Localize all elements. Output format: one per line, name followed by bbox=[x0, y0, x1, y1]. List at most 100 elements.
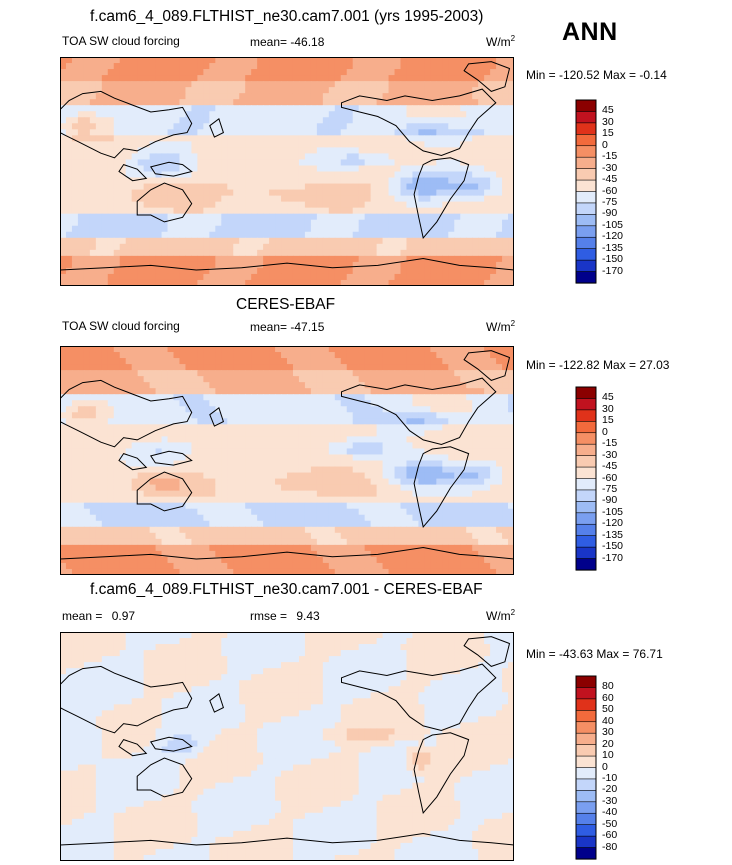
panel1-map-cell bbox=[107, 201, 115, 209]
panel1-map-cell bbox=[101, 243, 109, 251]
panel2-map-cell bbox=[376, 418, 384, 425]
panel1-map-cell bbox=[185, 219, 193, 227]
panel2-map-cell bbox=[466, 364, 473, 371]
panel1-map-cell bbox=[269, 237, 276, 245]
panel1-map-cell bbox=[95, 195, 103, 203]
panel2-map-cell bbox=[508, 430, 514, 437]
panel1-map-cell bbox=[77, 177, 85, 185]
panel2-map-cell bbox=[215, 382, 222, 389]
panel1-map-cell bbox=[472, 165, 479, 173]
panel1-map-cell bbox=[430, 171, 437, 179]
panel1-map-cell bbox=[143, 237, 151, 245]
panel2-map-cell bbox=[328, 352, 336, 359]
panel2-map-cell bbox=[281, 496, 288, 504]
panel2-map-cell bbox=[77, 346, 85, 353]
panel2-map-cell bbox=[161, 466, 169, 474]
panel2-map-cell bbox=[191, 418, 198, 425]
panel2-map-cell bbox=[382, 388, 390, 395]
panel2-map-cell bbox=[77, 430, 85, 437]
panel1-map-cell bbox=[71, 231, 79, 239]
panel2-map-cell bbox=[298, 460, 306, 468]
panel1-map-cell bbox=[227, 93, 234, 100]
panel1-map-cell bbox=[245, 267, 252, 275]
panel1-map-cell bbox=[131, 93, 139, 100]
panel2-map-cell bbox=[155, 352, 163, 359]
panel1-map-cell bbox=[484, 147, 491, 155]
panel2-map-cell bbox=[275, 502, 282, 510]
panel1-map-cell bbox=[508, 81, 514, 88]
panel1-map-cell bbox=[370, 237, 378, 245]
panel1-map-cell bbox=[215, 183, 222, 191]
panel1-map-cell bbox=[388, 63, 396, 70]
panel1-map-cell bbox=[454, 231, 461, 239]
panel1-map-cell bbox=[496, 183, 503, 191]
panel1-map-cell bbox=[334, 189, 342, 197]
panel2-map-cell bbox=[119, 430, 127, 437]
panel1-map-cell bbox=[436, 219, 443, 227]
panel1-map-cell bbox=[137, 165, 145, 173]
panel2-map-cell bbox=[161, 376, 169, 383]
panel2-map-cell bbox=[400, 388, 408, 395]
panel1-map-cell bbox=[275, 219, 282, 227]
panel2-map-cell bbox=[269, 376, 276, 383]
panel1-coastline bbox=[413, 157, 470, 239]
panel1-map-cell bbox=[346, 207, 354, 215]
panel2-map-cell bbox=[304, 448, 312, 456]
panel2-map-cell bbox=[448, 346, 455, 353]
panel1-map-cell bbox=[424, 123, 431, 130]
panel2-map-cell bbox=[448, 424, 455, 431]
panel1-map-cell bbox=[203, 237, 210, 245]
panel2-map-cell bbox=[83, 364, 91, 371]
panel2-map-cell bbox=[209, 382, 216, 389]
panel2-map-cell bbox=[316, 382, 324, 389]
panel1-map-cell bbox=[310, 273, 318, 281]
panel2-map-cell bbox=[484, 370, 491, 377]
panel1-map-cell bbox=[275, 225, 282, 233]
panel1-map-cell bbox=[472, 279, 479, 286]
panel1-map-cell bbox=[490, 195, 497, 203]
panel2-map-cell bbox=[173, 430, 181, 437]
panel2-map-cell bbox=[113, 376, 121, 383]
panel1-map-cell bbox=[496, 177, 503, 185]
panel1-map-cell bbox=[251, 93, 258, 100]
panel1-coastline bbox=[149, 161, 193, 177]
panel2-map-cell bbox=[125, 412, 133, 419]
panel1-map-cell bbox=[388, 189, 396, 197]
panel2-map-cell bbox=[484, 358, 491, 365]
panel1-map-cell bbox=[328, 225, 336, 233]
panel1-map-cell bbox=[155, 69, 163, 76]
panel1-map-cell bbox=[155, 165, 163, 173]
panel2-map-cell bbox=[233, 442, 240, 450]
panel1-map-cell bbox=[376, 135, 384, 142]
panel1-map-cell bbox=[334, 81, 342, 88]
panel1-map-cell bbox=[508, 153, 514, 161]
panel1-map-cell bbox=[484, 207, 491, 215]
panel2-map-cell bbox=[245, 406, 252, 413]
panel1-map-cell bbox=[496, 75, 503, 82]
panel1-map-cell bbox=[334, 267, 342, 275]
panel1-map-cell bbox=[221, 111, 228, 118]
panel2-map-cell bbox=[71, 460, 79, 468]
panel1-map-cell bbox=[334, 243, 342, 251]
panel1-map-cell bbox=[310, 141, 318, 148]
panel2-map-cell bbox=[304, 496, 312, 504]
panel2-map-cell bbox=[125, 364, 133, 371]
panel1-map-cell bbox=[173, 279, 181, 286]
panel1-map-cell bbox=[382, 159, 390, 167]
panel1-map-cell bbox=[119, 207, 127, 215]
panel1-map-cell bbox=[352, 261, 360, 269]
panel2-map-cell bbox=[448, 442, 455, 450]
panel2-map-cell bbox=[346, 502, 354, 510]
panel1-map-cell bbox=[352, 279, 360, 286]
panel2-map-cell bbox=[424, 442, 431, 450]
panel1-map-cell bbox=[185, 183, 193, 191]
panel1-map-cell bbox=[382, 237, 390, 245]
panel1-map-cell bbox=[95, 99, 103, 106]
panel2-map-cell bbox=[400, 502, 408, 510]
panel2-map-cell bbox=[71, 364, 79, 371]
panel2-map-cell bbox=[161, 502, 169, 510]
panel2-map-cell bbox=[508, 394, 514, 401]
panel1-map-cell bbox=[340, 57, 348, 64]
panel1-map-cell bbox=[215, 93, 222, 100]
panel1-map-cell bbox=[143, 249, 151, 257]
